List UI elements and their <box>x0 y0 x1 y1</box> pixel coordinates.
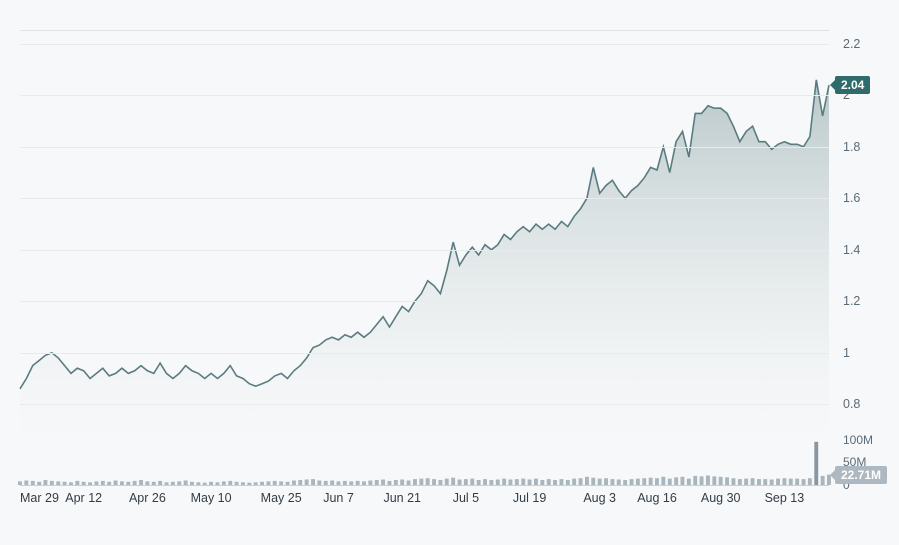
x-tick-label: May 10 <box>191 491 232 505</box>
y-tick-label: 2.2 <box>843 37 860 51</box>
price-line-svg <box>20 31 829 430</box>
volume-chart-area[interactable]: 050M100M 22.71M Mar 29Apr 12Apr 26May 10… <box>20 435 829 485</box>
y-tick-label: 1.8 <box>843 140 860 154</box>
x-tick-label: Apr 26 <box>129 491 166 505</box>
x-tick-label: Jun 7 <box>323 491 354 505</box>
y-tick-label: 1.2 <box>843 294 860 308</box>
current-price-badge: 2.04 <box>835 76 870 94</box>
x-tick-label: Jun 21 <box>383 491 421 505</box>
x-tick-label: Jul 19 <box>513 491 546 505</box>
x-tick-label: Aug 30 <box>701 491 741 505</box>
volume-baseline <box>20 485 829 486</box>
gridline <box>20 404 829 405</box>
gridline <box>20 250 829 251</box>
volume-tick-label: 100M <box>843 433 873 447</box>
current-volume-value: 22.71M <box>841 468 881 482</box>
x-tick-label: Mar 29 <box>20 491 59 505</box>
gridline <box>20 353 829 354</box>
y-tick-label: 1.4 <box>843 243 860 257</box>
x-tick-label: Aug 16 <box>637 491 677 505</box>
volume-bars-svg <box>20 435 829 485</box>
x-tick-label: Aug 3 <box>583 491 616 505</box>
x-tick-label: May 25 <box>261 491 302 505</box>
x-tick-label: Sep 13 <box>765 491 805 505</box>
gridline <box>20 95 829 96</box>
price-chart-area[interactable]: 0.811.21.41.61.822.2 2.04 <box>20 30 829 430</box>
y-tick-label: 1.6 <box>843 191 860 205</box>
x-tick-label: Apr 12 <box>65 491 102 505</box>
current-price-value: 2.04 <box>841 78 864 92</box>
stock-chart-container: 0.811.21.41.61.822.2 2.04 050M100M 22.71… <box>0 0 899 545</box>
gridline <box>20 44 829 45</box>
gridline <box>20 198 829 199</box>
x-tick-label: Jul 5 <box>453 491 479 505</box>
y-tick-label: 1 <box>843 346 850 360</box>
gridline <box>20 147 829 148</box>
y-tick-label: 0.8 <box>843 397 860 411</box>
current-volume-badge: 22.71M <box>835 466 887 484</box>
gridline <box>20 301 829 302</box>
